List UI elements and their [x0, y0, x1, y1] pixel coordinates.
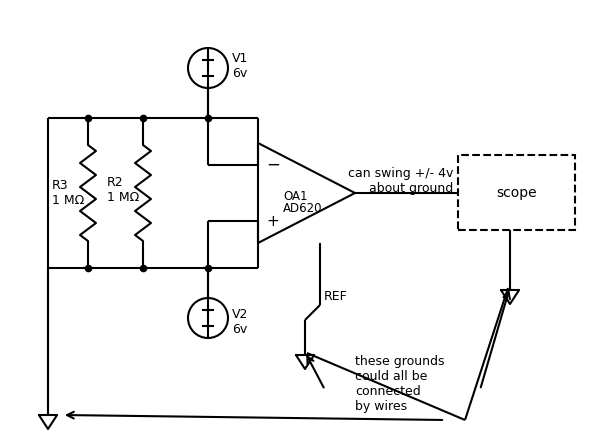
- Text: AD620: AD620: [283, 202, 323, 215]
- Text: R3
1 MΩ: R3 1 MΩ: [52, 179, 84, 207]
- Text: scope: scope: [496, 186, 537, 199]
- Text: V1
6v: V1 6v: [232, 52, 248, 80]
- Bar: [458, 155, 575, 230]
- Text: R2
1 MΩ: R2 1 MΩ: [107, 176, 139, 204]
- Text: V2
6v: V2 6v: [232, 308, 248, 336]
- Text: +: +: [266, 214, 279, 228]
- Text: −: −: [266, 156, 280, 174]
- Text: these grounds
could all be
connected
by wires: these grounds could all be connected by …: [355, 355, 445, 413]
- Text: OA1: OA1: [283, 190, 308, 203]
- Text: REF: REF: [324, 291, 348, 304]
- Text: can swing +/- 4v
about ground: can swing +/- 4v about ground: [347, 167, 453, 195]
